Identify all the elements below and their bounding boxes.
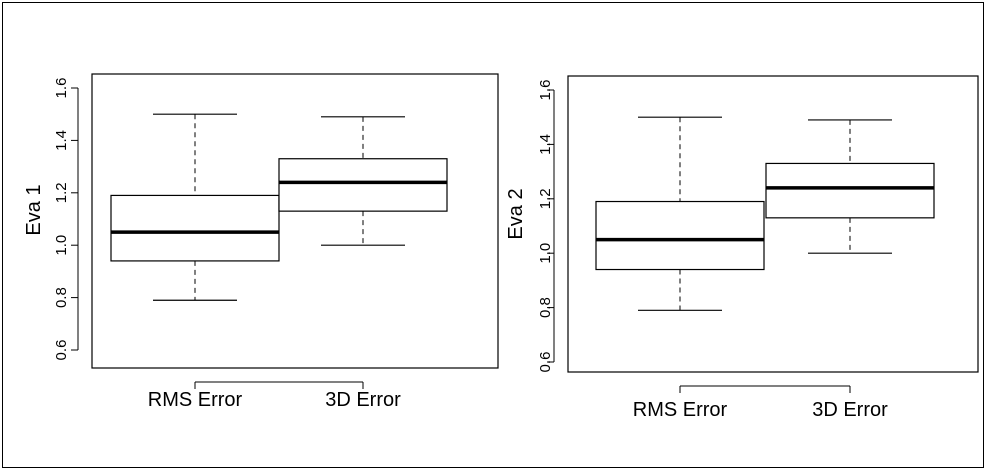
y-tick-label: 0.8: [537, 297, 554, 318]
y-tick-label: 0.8: [53, 287, 70, 308]
plot-frame: [567, 75, 979, 373]
plot-frame: [91, 73, 499, 369]
y-tick-label: 0.6: [53, 340, 70, 361]
box-rms-error: [110, 113, 280, 301]
y-axis-title: Eva 2: [505, 188, 527, 239]
x-tick-label: RMS Error: [148, 389, 243, 411]
y-tick-label: 1.6: [53, 78, 70, 99]
x-tick-label: 3D Error: [812, 399, 888, 421]
y-tick-label: 1.4: [537, 134, 554, 155]
x-tick-label: 3D Error: [325, 389, 401, 411]
chart-panel-2: 0.6 0.8 1.0 1.2 1.4 1.6 Eva 2 RMS Error 3D Error: [505, 75, 979, 421]
y-tick-label: 1.4: [53, 130, 70, 151]
iqr-box: [595, 200, 765, 271]
chart-panel-1: 0.6 0.8 1.0 1.2 1.4 1.6 Eva 1 RMS Error 3D Error: [23, 73, 499, 411]
y-tick-label: 1.6: [537, 80, 554, 101]
y-tick-label: 1.2: [537, 188, 554, 209]
y-tick-label: 0.6: [537, 352, 554, 373]
iqr-box: [278, 158, 448, 212]
iqr-box: [110, 194, 280, 262]
box-3d-error: [765, 119, 935, 254]
y-tick-label: 1.0: [537, 243, 554, 264]
x-tick-label: RMS Error: [633, 399, 728, 421]
y-axis-title: Eva 1: [23, 184, 45, 235]
box-rms-error: [595, 116, 765, 311]
y-tick-label: 1.0: [53, 235, 70, 256]
y-tick-label: 1.2: [53, 182, 70, 203]
box-3d-error: [278, 116, 448, 246]
iqr-box: [765, 162, 935, 219]
